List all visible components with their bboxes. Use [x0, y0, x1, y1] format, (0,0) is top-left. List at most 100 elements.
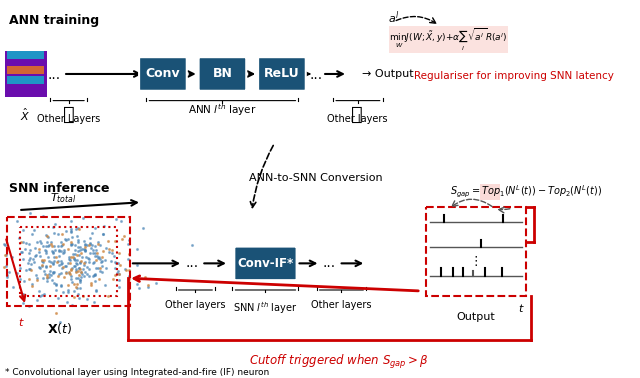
Point — [65, 228, 76, 234]
Point — [26, 248, 36, 254]
Point — [77, 266, 88, 272]
Bar — [7, 66, 44, 74]
Point — [59, 249, 69, 256]
Point — [38, 243, 48, 249]
Point — [116, 235, 127, 242]
Point — [23, 260, 33, 266]
Bar — [7, 76, 44, 84]
Text: * Convolutional layer using Integrated-and-fire (IF) neuron: * Convolutional layer using Integrated-a… — [4, 368, 269, 377]
Point — [70, 226, 81, 232]
Point — [89, 259, 99, 265]
Point — [103, 293, 113, 299]
Text: ...: ... — [186, 256, 199, 270]
Point — [43, 254, 53, 260]
Point — [15, 276, 25, 282]
Point — [28, 283, 38, 289]
Point — [72, 275, 83, 281]
Point — [70, 251, 80, 257]
Point — [80, 259, 90, 265]
Point — [68, 281, 79, 287]
Point — [81, 244, 91, 250]
Point — [69, 288, 79, 294]
Point — [73, 268, 83, 274]
Point — [90, 254, 100, 260]
Point — [61, 263, 72, 269]
Text: ...: ... — [323, 256, 336, 270]
Point — [66, 266, 76, 273]
Text: $\min_W J(W;\tilde{X},y) + \alpha\sum_l \sqrt{a^l}R(a^l)$: $\min_W J(W;\tilde{X},y) + \alpha\sum_l … — [389, 26, 508, 53]
Text: Output: Output — [456, 312, 495, 322]
Point — [45, 259, 56, 265]
Point — [78, 293, 88, 299]
Point — [69, 294, 79, 301]
Point — [69, 256, 79, 262]
Point — [41, 250, 51, 256]
Point — [16, 249, 26, 255]
Point — [58, 240, 68, 246]
Point — [124, 251, 134, 257]
Point — [32, 297, 42, 303]
Point — [28, 256, 38, 262]
Point — [74, 285, 84, 291]
Point — [51, 259, 61, 265]
Point — [49, 222, 60, 228]
Point — [67, 279, 77, 285]
Point — [63, 289, 73, 295]
Text: Conv: Conv — [146, 68, 180, 81]
Point — [52, 259, 63, 265]
Point — [113, 270, 123, 276]
Point — [38, 275, 49, 281]
Point — [72, 252, 82, 258]
Point — [83, 271, 93, 277]
Point — [73, 248, 83, 254]
Point — [67, 241, 77, 247]
Point — [90, 243, 100, 249]
Point — [56, 258, 67, 264]
Text: → Output: → Output — [362, 69, 413, 79]
Point — [34, 288, 44, 294]
Point — [42, 275, 52, 281]
Point — [79, 262, 89, 268]
Text: SNN inference: SNN inference — [9, 183, 109, 195]
Point — [88, 260, 98, 266]
Text: Cutoff triggered when $S_{gap} > \beta$: Cutoff triggered when $S_{gap} > \beta$ — [249, 353, 429, 371]
Point — [74, 252, 84, 258]
Point — [187, 242, 197, 248]
Point — [89, 299, 99, 305]
Point — [90, 249, 100, 256]
Point — [36, 292, 47, 298]
Point — [2, 274, 12, 280]
Point — [49, 254, 59, 260]
Point — [84, 273, 95, 279]
Point — [25, 266, 35, 272]
Point — [107, 251, 117, 257]
Point — [0, 242, 9, 248]
Point — [53, 273, 63, 279]
Point — [83, 242, 93, 248]
Point — [25, 210, 35, 216]
Point — [70, 242, 81, 248]
Point — [51, 281, 61, 287]
Point — [95, 268, 105, 274]
Point — [37, 257, 47, 263]
Point — [74, 226, 84, 232]
Point — [85, 240, 95, 246]
Point — [58, 264, 68, 270]
Point — [24, 266, 34, 272]
Text: BN: BN — [212, 68, 232, 81]
Point — [45, 263, 55, 269]
Point — [71, 270, 81, 276]
Point — [138, 225, 148, 231]
Text: $t$: $t$ — [518, 302, 525, 314]
Point — [124, 267, 134, 273]
Point — [68, 255, 79, 261]
Point — [61, 228, 71, 234]
Point — [114, 277, 124, 284]
Point — [58, 288, 68, 294]
Point — [43, 243, 53, 249]
Point — [64, 256, 74, 262]
Text: $\mathbf{X}(t)$: $\mathbf{X}(t)$ — [47, 321, 72, 336]
Point — [80, 247, 90, 253]
Point — [37, 263, 47, 269]
Point — [93, 239, 104, 245]
